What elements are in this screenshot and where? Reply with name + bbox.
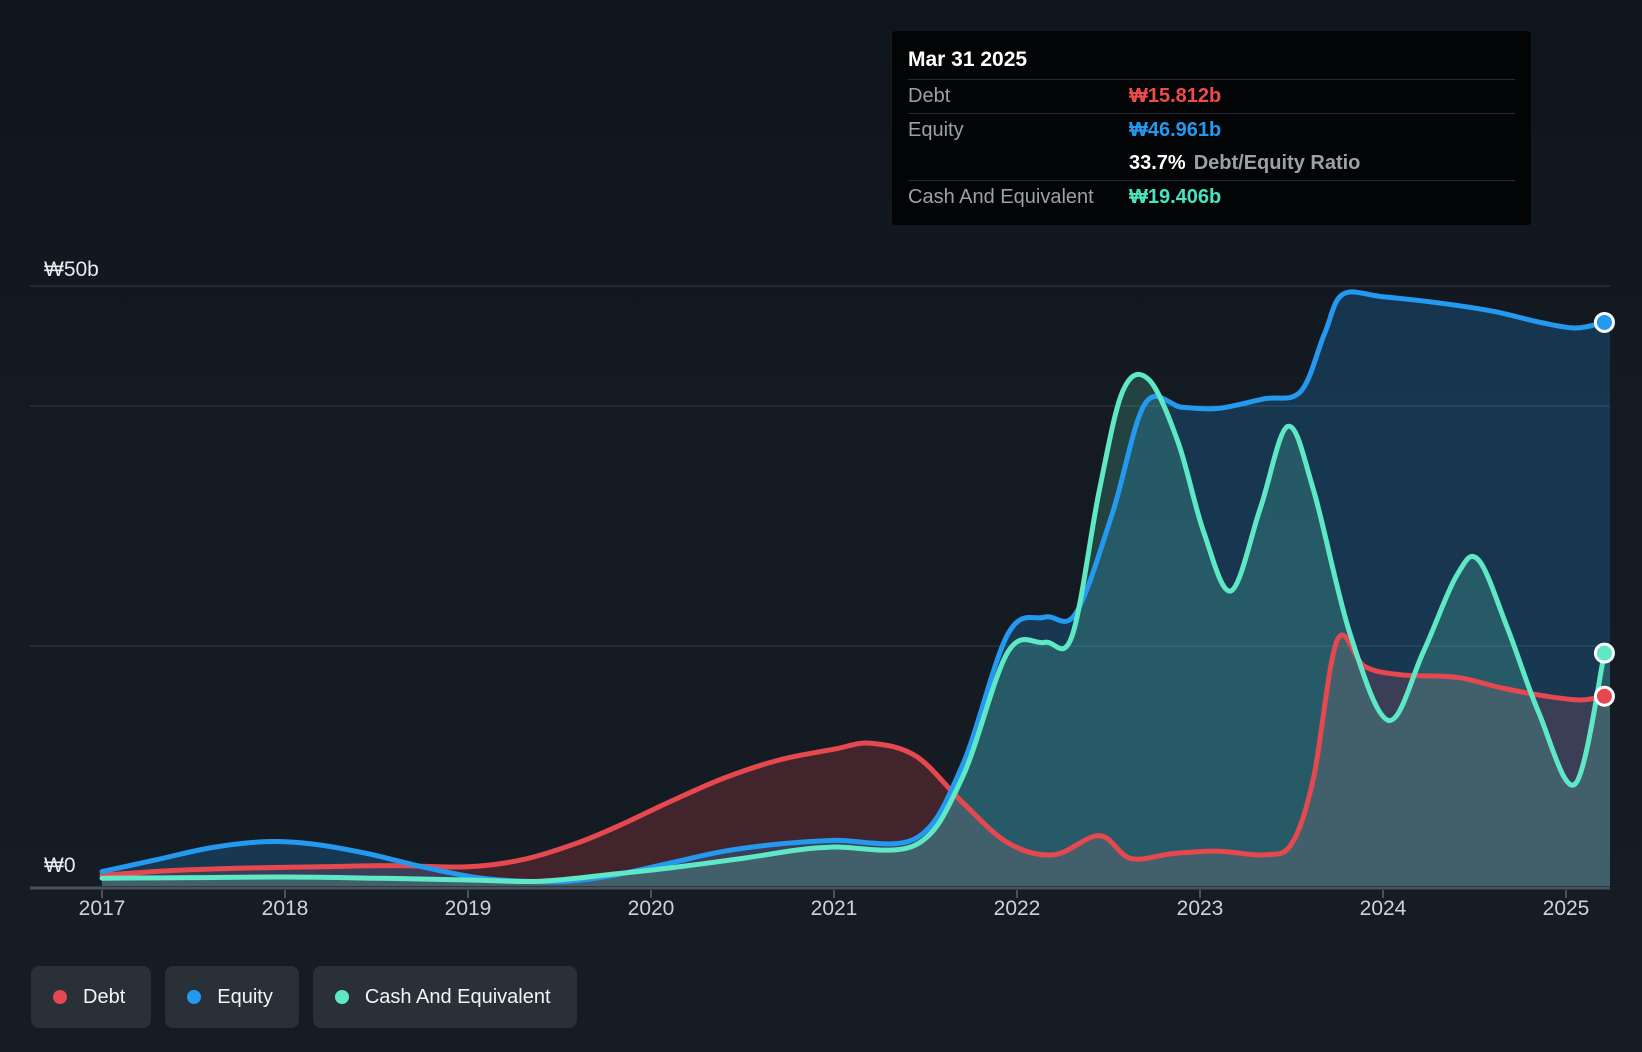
x-label-2024: 2024 <box>1360 897 1407 920</box>
tooltip-debt-label: Debt <box>908 85 951 107</box>
equity-end-marker <box>1593 311 1615 333</box>
tooltip-equity-value: ₩46.961b <box>1129 119 1222 141</box>
x-label-2018: 2018 <box>262 897 309 920</box>
tooltip-row-ratio: 33.7% Debt/Equity Ratio <box>908 147 1515 181</box>
legend-button-equity[interactable]: Equity <box>165 966 299 1028</box>
debt-end-marker <box>1593 685 1615 707</box>
equity-area <box>102 291 1610 887</box>
x-label-2025: 2025 <box>1543 897 1590 920</box>
tooltip-cash-value: ₩19.406b <box>1129 186 1222 208</box>
tooltip-date: Mar 31 2025 <box>908 41 1515 80</box>
x-label-2021: 2021 <box>811 897 858 920</box>
debt-line <box>99 632 1607 878</box>
legend-label: Debt <box>83 985 126 1008</box>
x-label-2023: 2023 <box>1177 897 1224 920</box>
debt-legend-dot-icon <box>53 990 67 1004</box>
cash-and-equivalent-area <box>102 374 1610 886</box>
tooltip-row-debt: Debt ₩15.812b <box>908 80 1515 114</box>
tooltip-equity-label: Equity <box>908 119 964 141</box>
legend-label: Cash And Equivalent <box>364 985 551 1008</box>
equity-line <box>99 289 1607 885</box>
cash-and-equivalent-end-marker <box>1593 642 1615 664</box>
equity-legend-dot-icon <box>187 990 202 1004</box>
x-label-2020: 2020 <box>628 897 675 920</box>
legend-button-debt[interactable]: Debt <box>31 966 152 1028</box>
tooltip-cash-label: Cash And Equivalent <box>908 186 1094 208</box>
cash-and-equivalent-line <box>99 371 1607 885</box>
x-label-2019: 2019 <box>445 897 492 920</box>
tooltip-row-equity: Equity ₩46.961b <box>908 114 1515 147</box>
chart-tooltip: Mar 31 2025 Debt ₩15.812b Equity ₩46.961… <box>891 30 1532 226</box>
tooltip-debt-value: ₩15.812b <box>1129 85 1222 107</box>
cash-and-equivalent-legend-dot-icon <box>334 990 349 1004</box>
x-label-2022: 2022 <box>994 897 1041 920</box>
y-label-zero: ₩0 <box>44 854 76 877</box>
tooltip-ratio-value: 33.7% <box>1129 152 1186 174</box>
legend-label: Equity <box>217 985 273 1008</box>
tooltip-row-cash: Cash And Equivalent ₩19.406b <box>908 181 1515 214</box>
debt-area <box>102 635 1610 886</box>
chart-legend: Debt Equity Cash And Equivalent <box>31 966 577 1028</box>
tooltip-ratio-label: Debt/Equity Ratio <box>1193 152 1361 174</box>
legend-button-cash-and-equivalent[interactable]: Cash And Equivalent <box>312 966 577 1028</box>
y-label-max: ₩50b <box>44 258 99 281</box>
x-label-2017: 2017 <box>79 897 126 920</box>
